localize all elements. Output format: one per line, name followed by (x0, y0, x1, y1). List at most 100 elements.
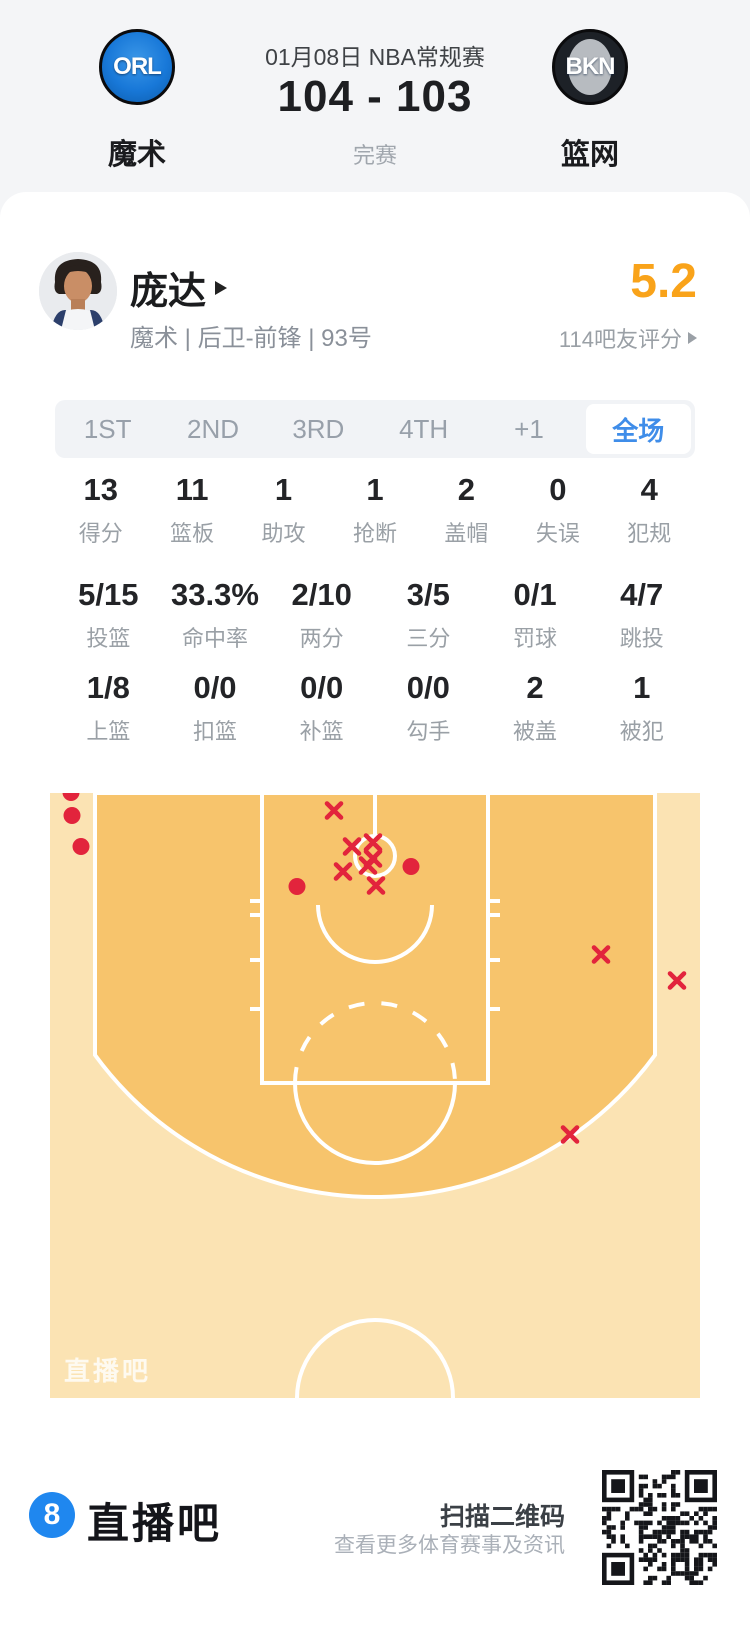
bkn-logo-oval (568, 39, 612, 95)
stat-cell: 13 得分 (55, 472, 146, 548)
qr-title: 扫描二维码 (439, 1503, 565, 1531)
stat-cell: 5/15 投篮 (55, 577, 162, 653)
stat-label: 抢断 (352, 521, 397, 546)
stats-row-1: 13 得分 11 篮板 1 助攻 1 抢断 2 盖帽 0 失误 4 犯规 (55, 472, 695, 548)
stat-value: 2 (457, 472, 476, 507)
stat-label: 上篮 (86, 719, 131, 744)
stat-cell: 33.3% 命中率 (162, 577, 269, 653)
shot-chart-court: 直播吧 (50, 793, 700, 1398)
stat-label: 投篮 (86, 626, 131, 651)
stat-cell: 1/8 上篮 (55, 670, 162, 746)
stat-cell: 2 被盖 (482, 670, 589, 746)
player-avatar-image (39, 252, 117, 330)
tab-2[interactable]: 3RD (292, 413, 345, 444)
stat-cell: 3/5 三分 (375, 577, 482, 653)
away-team-abbr: BKN (565, 53, 616, 80)
stat-value: 13 (83, 472, 118, 507)
stat-value: 2 (526, 670, 544, 705)
stat-cell: 0 失误 (512, 472, 603, 548)
stat-cell: 4 犯规 (604, 472, 695, 548)
stat-cell: 1 被犯 (588, 670, 695, 746)
stat-label: 命中率 (182, 626, 249, 651)
tab-3[interactable]: 4TH (399, 413, 449, 444)
stat-value: 1 (633, 670, 651, 705)
game-status: 完赛 (352, 143, 397, 168)
stat-value: 0/0 (300, 670, 344, 705)
shot-made-marker (63, 807, 81, 830)
stat-label: 勾手 (406, 719, 451, 744)
player-name-row[interactable]: 庞达 (130, 260, 228, 315)
stat-value: 33.3% (171, 577, 259, 612)
shot-missed-marker (559, 1124, 581, 1151)
player-avatar[interactable] (39, 252, 117, 330)
shot-missed-marker (590, 944, 612, 971)
stat-label: 盖帽 (444, 521, 489, 546)
stat-label: 补篮 (299, 719, 344, 744)
stat-cell: 1 助攻 (238, 472, 329, 548)
qr-code (602, 1470, 717, 1585)
player-name: 庞达 (130, 271, 207, 313)
away-team-logo[interactable]: BKN (552, 29, 628, 105)
stat-value: 0/0 (193, 670, 237, 705)
stat-label: 被盖 (513, 719, 558, 744)
stat-value: 2/10 (291, 577, 352, 612)
stat-value: 1 (274, 472, 293, 507)
stat-value: 1/8 (86, 670, 130, 705)
stat-cell: 11 篮板 (146, 472, 237, 548)
brand-name: 直播吧 (87, 1500, 223, 1547)
stats-row-3: 1/8 上篮 0/0 扣篮 0/0 补篮 0/0 勾手 2 被盖 1 被犯 (55, 670, 695, 746)
zhibo8-logo-digit: 8 (43, 1498, 61, 1531)
zhibo8-logo-icon: 8 (29, 1492, 75, 1538)
shot-missed-marker (323, 800, 345, 827)
player-rating: 5.2 (630, 255, 697, 308)
rating-note-row[interactable]: 114吧友评分 (559, 322, 697, 354)
away-team-name[interactable]: 篮网 (560, 139, 619, 171)
stats-row-2: 5/15 投篮 33.3% 命中率 2/10 两分 3/5 三分 0/1 罚球 4/7 跳投 (55, 577, 695, 653)
rating-note: 114吧友评分 (558, 327, 682, 352)
stat-value: 0/1 (513, 577, 557, 612)
stat-label: 两分 (299, 626, 344, 651)
tab-5[interactable]: 全场 (585, 404, 691, 454)
home-team-name[interactable]: 魔术 (107, 139, 166, 171)
game-score: 104 - 103 (277, 72, 473, 121)
shot-made-marker (72, 838, 90, 861)
shot-missed-marker (357, 855, 379, 882)
stat-value: 11 (175, 472, 209, 507)
stat-value: 0 (549, 472, 567, 507)
tab-4[interactable]: +1 (514, 413, 544, 444)
game-date: 01月08日 NBA常规赛 (265, 44, 485, 70)
home-team-abbr: ORL (113, 53, 162, 80)
stat-cell: 1 抢断 (329, 472, 420, 548)
shot-missed-marker (341, 836, 363, 863)
stat-label: 被犯 (619, 719, 664, 744)
stat-value: 4 (640, 472, 658, 507)
stat-label: 助攻 (261, 521, 306, 546)
period-tabbar: 1ST 2ND 3RD 4TH +1 全场 (55, 400, 695, 458)
stat-cell: 4/7 跳投 (588, 577, 695, 653)
stat-label: 犯规 (627, 521, 672, 546)
stat-cell: 0/0 扣篮 (162, 670, 269, 746)
stat-cell: 2/10 两分 (268, 577, 375, 653)
tab-0[interactable]: 1ST (83, 413, 132, 444)
stat-label: 失误 (535, 521, 580, 546)
stat-value: 4/7 (620, 577, 664, 612)
stat-value: 5/15 (78, 577, 139, 612)
stat-value: 1 (366, 472, 384, 507)
shot-made-marker (402, 858, 420, 881)
shot-made-marker (288, 878, 306, 901)
shot-missed-marker (666, 970, 688, 997)
stat-value: 0/0 (406, 670, 450, 705)
tab-1[interactable]: 2ND (186, 413, 239, 444)
home-team-logo[interactable]: ORL (99, 29, 175, 105)
shot-missed-marker (362, 832, 384, 859)
shot-missed-marker (332, 861, 354, 888)
shot-made-marker (62, 793, 80, 807)
name-arrow-icon (215, 280, 228, 295)
stat-label: 三分 (406, 626, 451, 651)
court-watermark: 直播吧 (64, 1356, 152, 1386)
stat-cell: 0/1 罚球 (482, 577, 589, 653)
stat-label: 篮板 (170, 521, 215, 546)
stat-cell: 0/0 勾手 (375, 670, 482, 746)
qr-subtitle: 查看更多体育赛事及资讯 (334, 1534, 565, 1557)
